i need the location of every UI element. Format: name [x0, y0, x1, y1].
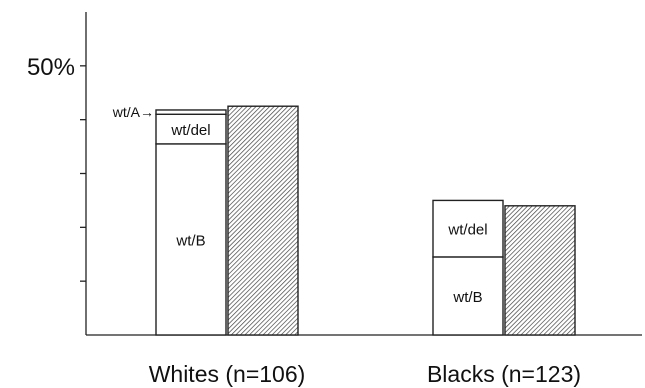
- hatched-bar: [504, 205, 576, 336]
- bar-segment-wt-B: [432, 256, 504, 336]
- bar-segment-wt-del: [432, 199, 504, 258]
- category-label: Blacks (n=123): [427, 361, 581, 387]
- hatched-bar: [227, 105, 299, 336]
- y-tick-label: 50%: [27, 54, 75, 81]
- bars: [155, 105, 576, 336]
- category-label: Whites (n=106): [149, 361, 306, 387]
- bar-segment-wt-del: [155, 113, 227, 145]
- bar-segment-wt-A: [155, 109, 227, 115]
- annotation-label: wt/A→: [112, 104, 154, 120]
- segment-label-wt-del: wt/del: [170, 122, 210, 139]
- labels: 50% wt/B wt/del Whites (n=106) wt/B wt/del Bla…: [27, 54, 581, 387]
- segment-label-wt-B: wt/B: [175, 232, 205, 249]
- segment-label-wt-B: wt/B: [452, 289, 482, 306]
- bar-segment-wt-B: [155, 143, 227, 336]
- segment-label-wt-del: wt/del: [447, 222, 487, 239]
